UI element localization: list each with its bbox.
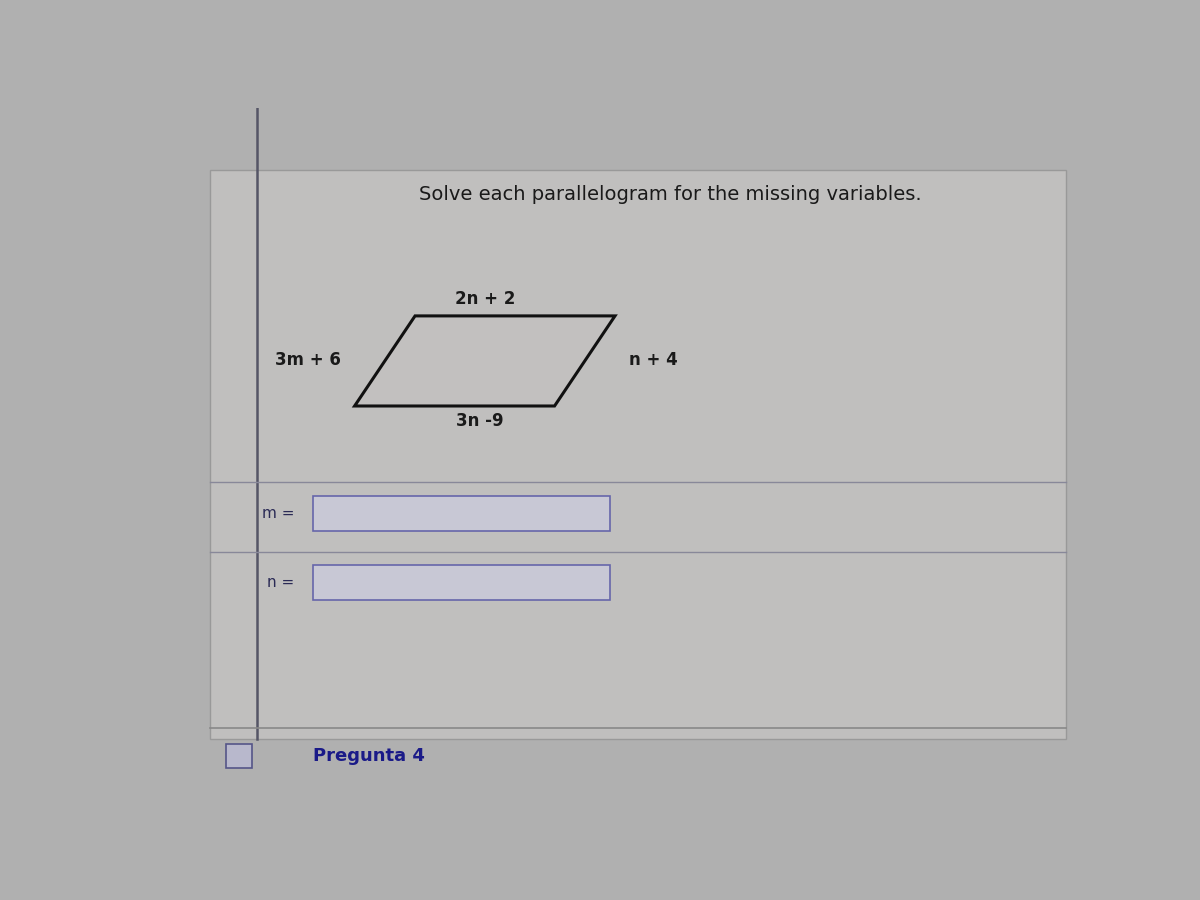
- Text: n + 4: n + 4: [629, 351, 678, 369]
- Text: 3m + 6: 3m + 6: [275, 351, 341, 369]
- Polygon shape: [355, 316, 616, 406]
- Text: Solve each parallelogram for the missing variables.: Solve each parallelogram for the missing…: [420, 185, 922, 204]
- Text: m =: m =: [262, 506, 294, 521]
- Text: n =: n =: [266, 575, 294, 590]
- Text: Pregunta 4: Pregunta 4: [313, 747, 425, 765]
- Text: 2n + 2: 2n + 2: [455, 290, 515, 308]
- Bar: [313, 565, 611, 600]
- Bar: [227, 744, 252, 768]
- Bar: [210, 170, 1066, 739]
- Text: 3n -9: 3n -9: [456, 412, 504, 430]
- Bar: [313, 496, 611, 531]
